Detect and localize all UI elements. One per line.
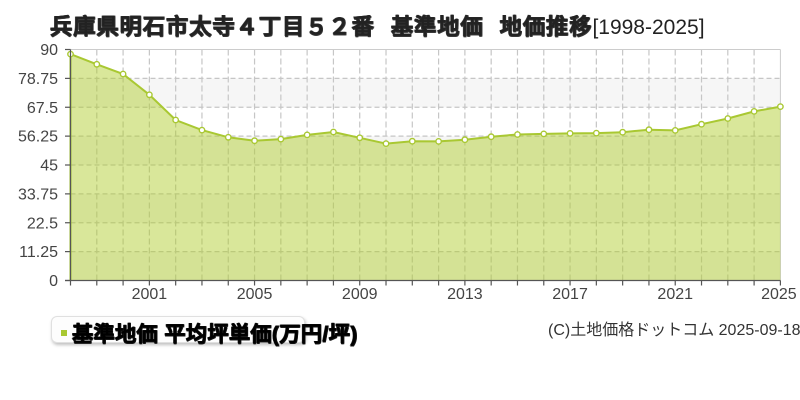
- svg-text:2005: 2005: [237, 286, 273, 303]
- svg-text:90: 90: [40, 42, 58, 59]
- svg-text:2009: 2009: [342, 286, 378, 303]
- svg-text:0: 0: [49, 273, 58, 290]
- svg-text:67.5: 67.5: [27, 100, 58, 117]
- svg-text:56.25: 56.25: [18, 129, 58, 146]
- svg-text:78.75: 78.75: [18, 71, 58, 88]
- svg-text:33.75: 33.75: [18, 186, 58, 203]
- svg-text:11.25: 11.25: [19, 244, 58, 261]
- svg-text:22.5: 22.5: [27, 215, 58, 232]
- svg-text:2017: 2017: [552, 286, 588, 303]
- svg-text:2001: 2001: [132, 286, 168, 303]
- svg-text:2025: 2025: [761, 286, 797, 303]
- svg-text:45: 45: [40, 158, 58, 175]
- svg-text:2021: 2021: [657, 286, 693, 303]
- svg-text:2013: 2013: [447, 286, 483, 303]
